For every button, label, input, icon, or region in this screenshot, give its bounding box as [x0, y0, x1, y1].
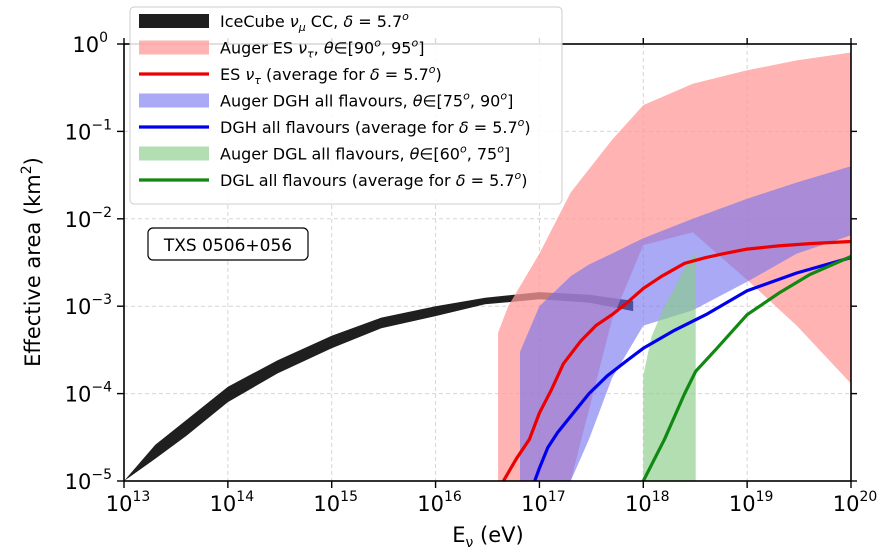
- line-dgh: [533, 256, 851, 481]
- line-es: [502, 239, 851, 481]
- bands: [124, 52, 851, 481]
- tick-label: 1014: [210, 489, 255, 516]
- legend-label: IceCube νμ CC, δ = 5.7o: [220, 10, 409, 34]
- tick-label: 10−2: [65, 205, 112, 232]
- annotation-box: TXS 0506+056: [147, 227, 309, 261]
- band-auger-dgh: [520, 166, 851, 481]
- legend-label: ES ντ (average for δ = 5.7o): [220, 63, 442, 87]
- tick-label: 1017: [521, 489, 566, 516]
- x-axis-label: Eν (eV): [452, 523, 523, 551]
- legend-label: Auger ES ντ, θ∈[90o, 95o]: [220, 37, 424, 61]
- legend-label: Auger DGH all flavours, θ∈[75o, 90o]: [220, 90, 513, 111]
- legend-label: DGL all flavours (average for δ = 5.7o): [220, 169, 528, 190]
- line-dgl: [641, 255, 851, 481]
- tick-label: 10−1: [65, 117, 112, 144]
- y-axis-label: Effective area (km2): [19, 157, 45, 367]
- tick-label: 10−5: [65, 467, 112, 494]
- legend: IceCube νμ CC, δ = 5.7o Auger ES ντ, θ∈[9…: [129, 6, 563, 205]
- annotation-text: TXS 0506+056: [163, 236, 292, 256]
- band-auger-dgl: [643, 251, 696, 481]
- legend-swatch: [139, 93, 209, 108]
- tick-label: 1015: [313, 489, 358, 516]
- legend-label: Auger DGL all flavours, θ∈[60o, 75o]: [220, 143, 510, 164]
- tick-label: 1018: [625, 489, 670, 516]
- legend-frame: [129, 6, 563, 205]
- tick-label: 1013: [106, 489, 151, 516]
- legend-label: DGH all flavours (average for δ = 5.7o): [220, 116, 531, 137]
- series-lines: [502, 239, 851, 481]
- tick-label: 1020: [833, 489, 878, 516]
- tick-label: 1016: [417, 489, 462, 516]
- legend-swatch: [139, 40, 209, 55]
- tick-label: 10−4: [65, 380, 112, 407]
- legend-swatch: [139, 14, 209, 28]
- legend-swatch: [139, 146, 209, 161]
- axis-ticks: 1013 1014 1015 1016 1017 1018 1019 1020 10−5 10−4…: [65, 30, 878, 516]
- tick-label: 1019: [729, 489, 774, 516]
- tick-label: 100: [72, 30, 108, 57]
- tick-label: 10−3: [65, 292, 112, 319]
